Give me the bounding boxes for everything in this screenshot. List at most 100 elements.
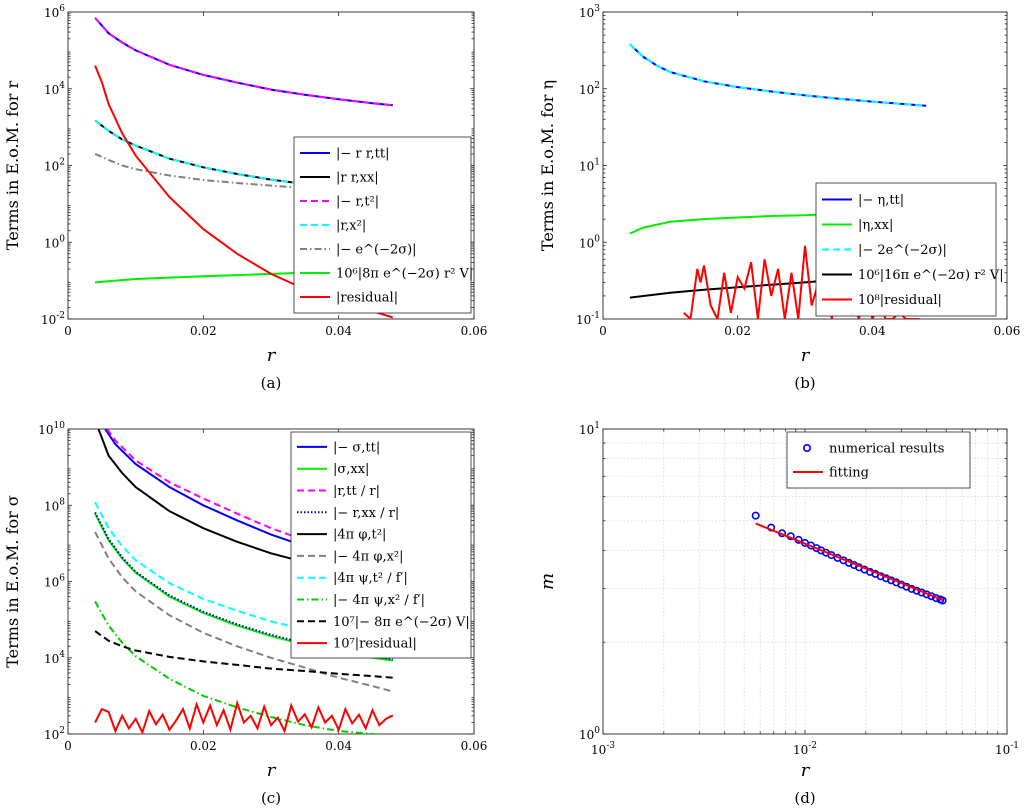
y-tick-label: 101 — [579, 421, 600, 437]
legend: numerical results fitting — [786, 431, 971, 489]
legend-label: 10⁷|residual| — [333, 637, 417, 652]
x-axis-label: r — [267, 345, 277, 366]
y-tick-label: 102 — [44, 158, 65, 174]
series-line — [94, 17, 393, 107]
legend-label: |r,x²| — [336, 219, 366, 234]
ticks — [67, 428, 475, 735]
series-line — [94, 119, 305, 185]
x-tick-label: 0 — [64, 739, 72, 753]
legend-label: |− r r,tt| — [336, 147, 390, 162]
legend-label: fitting — [829, 466, 869, 481]
x-tick-label: 0.02 — [190, 324, 217, 338]
series-line — [94, 630, 393, 679]
series-line — [94, 699, 394, 734]
panel-caption: (d) — [794, 789, 815, 807]
legend-label: |r,tt / r| — [333, 484, 380, 499]
y-tick-label: 102 — [44, 726, 65, 742]
legend-label: |− e^(−2σ)| — [336, 243, 417, 258]
x-tick-label: 0.06 — [994, 324, 1021, 338]
y-tick-label: 108 — [44, 497, 65, 513]
ticks — [602, 11, 1008, 320]
series-line — [94, 119, 305, 185]
panel-caption: (a) — [261, 374, 282, 392]
y-tick-label: 10-1 — [576, 311, 600, 327]
series-line — [94, 152, 305, 189]
panel-caption: (b) — [794, 374, 815, 392]
legend-label: 10⁸|residual| — [858, 293, 942, 308]
x-tick-label: 0.04 — [325, 324, 352, 338]
y-tick-label: 10-2 — [41, 311, 65, 327]
legend: |− r r,tt| |r r,xx| |− r,t²| |r,x²| |− e^(−2… — [293, 136, 473, 314]
legend-label: numerical results — [829, 442, 944, 457]
chart-panel-1: 0 0.02 0.04 0.06 10-1 100 101 102 103 r Terms in E… — [538, 4, 1020, 392]
series-line — [629, 213, 819, 235]
y-tick-label: 100 — [579, 726, 600, 742]
x-tick-label: 10-1 — [995, 741, 1019, 757]
x-tick-label: 0 — [599, 324, 607, 338]
legend-box — [786, 431, 971, 489]
series-line — [755, 522, 943, 601]
series-line — [94, 501, 393, 643]
x-tick-label: 0.02 — [724, 324, 751, 338]
legend-label: 10⁶|16π e^(−2σ) r² V| — [858, 268, 1004, 283]
chart-panel-0: 0 0.02 0.04 0.06 10-2 100 102 104 106 r Terms in E… — [3, 4, 487, 392]
data-point — [751, 511, 760, 520]
chart-panel-3: 10-3 10-2 10-1 100 101 r m (d) numerical results… — [537, 421, 1019, 807]
x-tick-label: 0.06 — [461, 739, 488, 753]
series-line — [629, 280, 819, 299]
x-tick-label: 0.04 — [859, 324, 886, 338]
series-line — [94, 600, 385, 734]
series-line — [629, 43, 927, 107]
legend-label: |− η,tt| — [858, 193, 904, 208]
series-line — [94, 17, 393, 107]
legend-label: 10⁶|8π e^(−2σ) r² V| — [336, 267, 473, 282]
series-line — [629, 43, 927, 107]
legend: |− η,tt| |η,xx| |− 2e^(−2σ)| 10⁶|16π e^(−2σ… — [815, 182, 1004, 317]
y-tick-label: 106 — [44, 4, 65, 20]
legend-label: |− 4π φ,x²| — [333, 549, 404, 564]
y-axis-label: Terms in E.o.M. for r — [3, 81, 22, 251]
y-tick-label: 102 — [579, 81, 600, 97]
x-tick-label: 0.02 — [190, 739, 217, 753]
x-tick-label: 0.06 — [461, 324, 488, 338]
x-tick-label: 10-3 — [591, 741, 615, 757]
y-tick-label: 106 — [44, 574, 65, 590]
chart-panel-2: 0 0.02 0.04 0.06 102 104 106 108 1010 r Terms in E… — [3, 421, 487, 807]
data-point — [938, 596, 947, 605]
legend-label: |η,xx| — [858, 218, 893, 233]
y-axis-label: Terms in E.o.M. for σ — [3, 495, 22, 668]
y-tick-label: 1010 — [38, 421, 65, 437]
y-tick-label: 101 — [579, 158, 600, 174]
ticks — [67, 11, 475, 320]
y-axis-label: m — [537, 573, 558, 590]
y-tick-label: 100 — [579, 234, 600, 250]
y-tick-label: 104 — [44, 81, 65, 97]
legend-label: |− 2e^(−2σ)| — [858, 243, 947, 258]
legend: |− σ,tt| |σ,xx| |r,tt / r| |− r,xx / r| |4π … — [290, 431, 472, 659]
legend-label: |− σ,tt| — [333, 440, 380, 455]
legend-label: |− r,xx / r| — [333, 506, 399, 521]
legend-swatch — [802, 443, 811, 452]
legend-label: |4π ψ,t² / f′| — [333, 571, 408, 586]
x-tick-label: 0 — [64, 324, 72, 338]
legend-label: 10⁷|− 8π e^(−2σ) V| — [333, 615, 470, 630]
series-line — [94, 531, 394, 693]
legend-label: |σ,xx| — [333, 462, 369, 477]
legend-label: |− 4π ψ,x² / f′| — [333, 593, 425, 608]
y-tick-label: 100 — [44, 234, 65, 250]
y-tick-label: 104 — [44, 650, 65, 666]
legend-box — [293, 136, 472, 314]
x-axis-label: r — [801, 760, 811, 781]
legend-label: |r r,xx| — [336, 171, 379, 186]
x-tick-label: 10-2 — [793, 741, 817, 757]
legend-box — [815, 182, 997, 317]
legend-label: |residual| — [336, 291, 398, 306]
legend-label: |4π φ,t²| — [333, 528, 386, 543]
series-line — [95, 271, 305, 284]
series-group — [751, 511, 947, 605]
x-axis-label: r — [801, 345, 811, 366]
legend-label: |− r,t²| — [336, 195, 379, 210]
y-tick-label: 103 — [579, 4, 600, 20]
x-axis-label: r — [267, 760, 277, 781]
